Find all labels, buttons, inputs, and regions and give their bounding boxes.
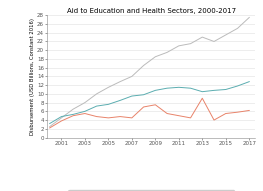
Education (95, 105, 98, 107)
General Budget Support (213, 119, 216, 121)
General Budget Support (177, 115, 180, 117)
Education (224, 88, 227, 91)
Health (142, 64, 145, 67)
Health (177, 45, 180, 47)
General Budget Support (142, 106, 145, 108)
Health (189, 43, 192, 45)
Line: Education: Education (50, 82, 249, 124)
Health (154, 56, 157, 58)
Y-axis label: Disbursement (USD Billions, Constant 2016): Disbursement (USD Billions, Constant 201… (31, 18, 36, 135)
Health (213, 40, 216, 43)
Education (248, 80, 251, 83)
Health (165, 51, 169, 53)
Line: General Budget Support: General Budget Support (50, 98, 249, 128)
General Budget Support (83, 112, 87, 115)
Education (83, 110, 87, 112)
Education (119, 99, 122, 102)
Education (189, 87, 192, 89)
General Budget Support (48, 127, 51, 129)
Health (72, 108, 75, 110)
General Budget Support (189, 117, 192, 119)
General Budget Support (119, 115, 122, 118)
Health (60, 117, 63, 119)
Health (83, 101, 87, 104)
Title: Aid to Education and Health Sectors, 2000-2017: Aid to Education and Health Sectors, 200… (67, 7, 236, 14)
Education (60, 115, 63, 118)
General Budget Support (154, 104, 157, 106)
Legend: Health, Education, General Budget Support: Health, Education, General Budget Suppor… (68, 190, 234, 191)
Education (48, 122, 51, 125)
Health (248, 16, 251, 19)
General Budget Support (248, 109, 251, 112)
General Budget Support (236, 111, 239, 113)
Health (119, 80, 122, 83)
Health (130, 75, 133, 78)
Health (48, 125, 51, 128)
General Budget Support (130, 117, 133, 119)
General Budget Support (95, 115, 98, 118)
General Budget Support (107, 117, 110, 119)
Health (224, 34, 227, 36)
Health (107, 86, 110, 88)
Education (165, 87, 169, 89)
General Budget Support (60, 120, 63, 122)
General Budget Support (224, 112, 227, 115)
Education (201, 91, 204, 93)
General Budget Support (72, 115, 75, 117)
Education (130, 95, 133, 97)
Education (154, 89, 157, 91)
Line: Health: Health (50, 17, 249, 127)
Education (213, 89, 216, 91)
Education (72, 113, 75, 116)
General Budget Support (165, 112, 169, 115)
Health (236, 27, 239, 30)
Health (95, 93, 98, 95)
Health (201, 36, 204, 38)
General Budget Support (201, 97, 204, 99)
Education (236, 85, 239, 87)
Education (107, 103, 110, 105)
Education (142, 94, 145, 96)
Education (177, 86, 180, 88)
